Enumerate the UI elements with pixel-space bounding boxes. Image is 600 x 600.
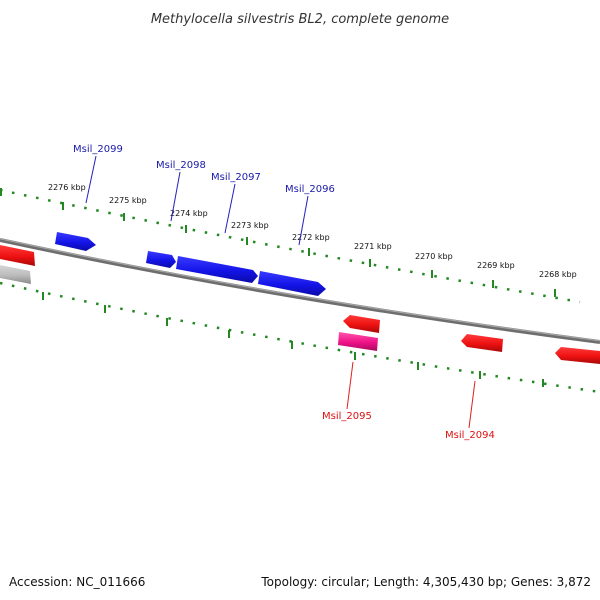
gene-arrow-left-edge-grey[interactable] bbox=[0, 265, 31, 284]
tick-labels: 2276 kbp 2275 kbp 2274 kbp 2273 kbp 2272… bbox=[48, 183, 577, 279]
tick-label: 2270 kbp bbox=[415, 252, 453, 261]
gene-label-msil-2099[interactable]: Msil_2099 bbox=[73, 144, 123, 155]
tick-label: 2276 kbp bbox=[48, 183, 86, 192]
gene-label-msil-2096[interactable]: Msil_2096 bbox=[285, 184, 335, 195]
lower-major-ticks bbox=[42, 292, 544, 387]
upper-tick-ring bbox=[0, 188, 581, 304]
forward-label-leaders bbox=[85, 155, 309, 246]
tick-label: 2272 kbp bbox=[292, 233, 330, 242]
gene-arrow-right-edge-red[interactable] bbox=[555, 347, 600, 364]
tick-label: 2275 kbp bbox=[109, 196, 147, 205]
gene-arrow-msil-2098[interactable] bbox=[146, 251, 176, 268]
gene-label-msil-2097[interactable]: Msil_2097 bbox=[211, 172, 261, 183]
forward-genes bbox=[55, 232, 326, 296]
gene-arrow-msil-2099[interactable] bbox=[55, 232, 96, 251]
gene-label-msil-2094[interactable]: Msil_2094 bbox=[445, 430, 495, 441]
tick-label: 2268 kbp bbox=[539, 270, 577, 279]
upper-major-ticks bbox=[0, 188, 556, 297]
reverse-genes bbox=[0, 245, 600, 364]
tick-label: 2273 kbp bbox=[231, 221, 269, 230]
gene-arrow-left-edge-red[interactable] bbox=[0, 245, 35, 266]
tick-label: 2269 kbp bbox=[477, 261, 515, 270]
genome-backbone-highlight bbox=[0, 238, 600, 342]
map-title: Methylocella silvestris BL2, complete ge… bbox=[151, 12, 449, 27]
tick-label: 2274 kbp bbox=[170, 209, 208, 218]
gene-arrow-msil-2095-top[interactable] bbox=[343, 315, 380, 333]
tick-label: 2271 kbp bbox=[354, 242, 392, 251]
genome-summary-text: Topology: circular; Length: 4,305,430 bp… bbox=[261, 575, 591, 589]
accession-text: Accession: NC_011666 bbox=[9, 575, 146, 589]
lower-tick-ring bbox=[0, 281, 600, 394]
gene-label-msil-2095[interactable]: Msil_2095 bbox=[322, 411, 372, 422]
genome-backbone bbox=[0, 238, 600, 344]
gene-arrow-msil-2096[interactable] bbox=[258, 271, 326, 296]
gene-arrow-msil-2095[interactable] bbox=[338, 332, 378, 351]
gene-arrow-msil-2097[interactable] bbox=[176, 256, 258, 283]
gene-label-msil-2098[interactable]: Msil_2098 bbox=[156, 160, 206, 171]
gene-arrow-msil-2094[interactable] bbox=[461, 334, 503, 352]
reverse-label-leaders bbox=[346, 361, 476, 429]
